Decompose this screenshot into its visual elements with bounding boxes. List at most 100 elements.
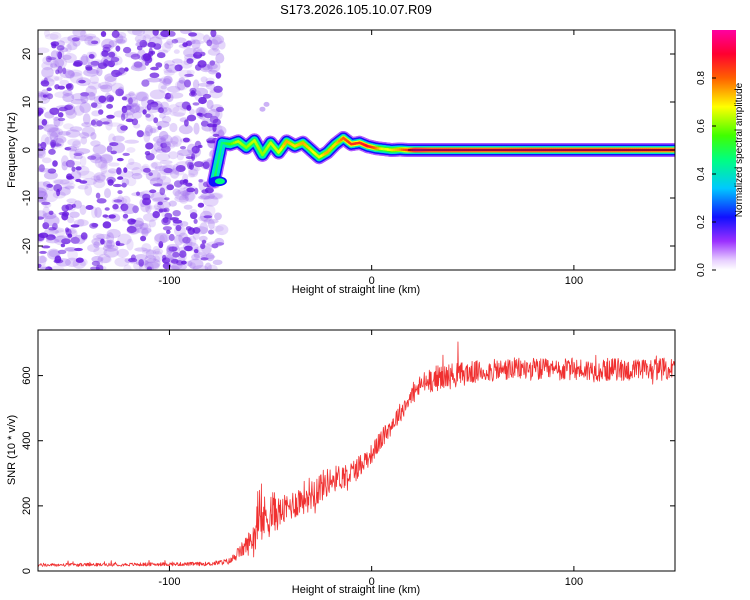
noise-blob xyxy=(93,174,101,182)
noise-blob xyxy=(91,260,100,267)
noise-blob xyxy=(100,162,108,174)
noise-blob xyxy=(79,132,90,139)
noise-blob xyxy=(202,118,213,125)
noise-blob xyxy=(159,164,174,176)
noise-blob xyxy=(187,258,204,270)
noise-blob xyxy=(80,92,89,104)
noise-blob xyxy=(79,180,88,184)
noise-blob xyxy=(161,42,172,53)
noise-blob xyxy=(145,142,154,150)
noise-blob xyxy=(182,236,191,244)
noise-blob xyxy=(93,178,106,189)
noise-blob xyxy=(191,153,196,161)
noise-blob xyxy=(41,61,54,71)
colorbar-tick-label: 0.6 xyxy=(696,119,707,133)
noise-blob xyxy=(126,147,136,153)
noise-blob xyxy=(203,112,213,119)
noise-blob xyxy=(64,70,75,79)
noise-blob xyxy=(196,49,203,55)
noise-blob xyxy=(93,172,106,183)
noise-blob xyxy=(164,63,170,70)
noise-blob xyxy=(166,243,180,251)
noise-blob xyxy=(123,264,132,270)
noise-blob xyxy=(64,247,78,252)
noise-blob xyxy=(157,125,162,130)
noise-blob xyxy=(174,234,184,246)
noise-blob xyxy=(171,135,182,147)
noise-blob xyxy=(130,53,141,60)
noise-blob xyxy=(133,61,143,68)
noise-blob xyxy=(101,50,109,57)
noise-blob xyxy=(186,69,195,75)
x-tick-label: -100 xyxy=(158,576,180,588)
noise-blob xyxy=(79,155,87,167)
noise-blob xyxy=(191,253,201,261)
noise-blob xyxy=(103,247,119,258)
colorbar-ticks: 0.0 0.2 0.4 0.6 0.8 xyxy=(696,71,716,277)
noise-blob xyxy=(207,108,220,119)
noise-blob xyxy=(90,119,97,126)
noise-blob xyxy=(124,67,129,72)
noise-blob xyxy=(140,60,150,66)
noise-blob xyxy=(73,105,85,116)
noise-blob xyxy=(179,250,187,258)
noise-blob xyxy=(50,41,60,47)
noise-blob xyxy=(46,183,53,188)
noise-blob xyxy=(192,79,200,90)
noise-blob xyxy=(87,81,102,90)
noise-blob xyxy=(188,168,199,178)
noise-blob xyxy=(88,92,96,101)
noise-blob xyxy=(149,89,166,100)
noise-blob xyxy=(108,133,116,145)
noise-blob xyxy=(145,77,162,83)
noise-blob xyxy=(50,141,56,149)
colorbar-label: Normalized spectral amplitude xyxy=(734,82,745,217)
noise-blob xyxy=(157,201,163,206)
noise-blob xyxy=(110,82,125,94)
noise-blob xyxy=(200,257,209,261)
noise-blob xyxy=(42,94,48,98)
noise-blob xyxy=(67,216,75,224)
noise-blob xyxy=(52,178,64,185)
noise-blob xyxy=(90,102,98,108)
noise-blob xyxy=(87,155,97,160)
spectrogram-y-ticks: -20 -10 0 10 20 xyxy=(21,48,675,254)
noise-blob xyxy=(61,204,70,212)
noise-blob xyxy=(185,260,193,267)
noise-blob xyxy=(198,96,207,105)
noise-blob xyxy=(176,161,190,168)
x-tick-label: 100 xyxy=(565,576,583,588)
noise-blob xyxy=(78,79,86,84)
noise-blob xyxy=(166,245,173,255)
noise-blob xyxy=(89,75,99,84)
noise-blob xyxy=(200,243,206,250)
noise-blob xyxy=(189,39,196,44)
noise-blob xyxy=(78,170,95,179)
noise-blob xyxy=(62,54,72,61)
noise-blob xyxy=(124,139,139,144)
noise-blob xyxy=(207,193,223,200)
noise-blob xyxy=(202,161,210,169)
noise-blob xyxy=(111,30,120,38)
noise-blob xyxy=(141,228,149,237)
noise-blob xyxy=(71,93,88,101)
noise-blob xyxy=(134,106,145,113)
noise-blob xyxy=(110,150,117,155)
noise-blob xyxy=(178,124,193,135)
noise-blob xyxy=(53,135,67,144)
noise-blob xyxy=(48,127,64,137)
noise-blob xyxy=(136,91,149,102)
noise-blob xyxy=(39,197,48,204)
noise-blob xyxy=(154,165,169,172)
noise-blob xyxy=(161,145,171,153)
colorbar-tick-label: 0.4 xyxy=(696,167,707,181)
noise-scatter xyxy=(38,30,229,270)
noise-blob xyxy=(109,142,119,147)
noise-blob xyxy=(182,189,189,199)
noise-blob xyxy=(41,67,54,79)
noise-blob xyxy=(169,122,178,133)
y-tick-label: 20 xyxy=(21,48,33,60)
noise-blob xyxy=(93,247,108,256)
noise-blob xyxy=(147,41,156,48)
